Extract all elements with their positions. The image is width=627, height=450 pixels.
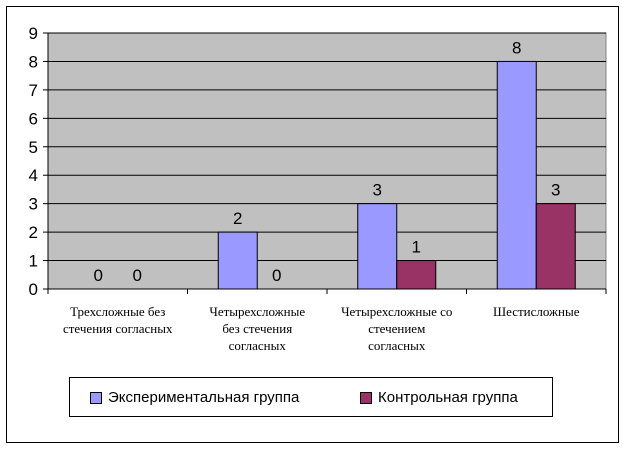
y-tick-label-4: 4	[29, 166, 38, 185]
legend-label-experimental: Экспериментальная группа	[108, 389, 300, 406]
legend-item-experimental: Экспериментальная группа	[90, 389, 299, 406]
data-label-s1-c2: 1	[412, 238, 421, 257]
y-tick-label-8: 8	[29, 52, 38, 71]
bar-s0-c3	[496, 60, 537, 290]
data-label-s0-c0: 0	[94, 266, 103, 285]
data-label-s1-c0: 0	[133, 266, 142, 285]
x-category-label-1-1: без стечения	[222, 321, 292, 336]
x-category-label-2-0: Четырехсложные со	[341, 304, 452, 319]
y-tick-label-7: 7	[29, 81, 38, 100]
bar-s1-c3	[535, 203, 576, 290]
y-tick-label-6: 6	[29, 109, 38, 128]
x-category-label-2-1: стечением	[368, 321, 425, 336]
bar-s0-c2	[357, 203, 398, 290]
x-category-label-1-0: Четырехсложные	[209, 304, 305, 319]
y-tick-label-0: 0	[29, 280, 38, 299]
x-category-label-3-0: Шестисложные	[493, 304, 580, 319]
legend-swatch-experimental	[90, 391, 102, 404]
legend-item-control: Контрольная группа	[360, 389, 518, 406]
y-tick-label-9: 9	[29, 24, 38, 43]
data-label-s0-c3: 8	[512, 38, 521, 57]
legend-swatch-control	[360, 391, 372, 404]
legend: Экспериментальная группа Контрольная гру…	[69, 377, 553, 417]
legend-label-control: Контрольная группа	[378, 389, 518, 406]
y-tick-label-1: 1	[29, 252, 38, 271]
x-category-label-2-2: согласных	[368, 338, 426, 353]
bar-s0-c1	[217, 231, 258, 290]
x-category-label-1-2: согласных	[229, 338, 287, 353]
y-tick-label-3: 3	[29, 195, 38, 214]
x-category-label-0-0: Трехсложные без	[70, 304, 165, 319]
y-tick-label-2: 2	[29, 223, 38, 242]
data-label-s0-c1: 2	[233, 209, 242, 228]
bar-s1-c2	[396, 260, 437, 290]
y-tick-label-5: 5	[29, 138, 38, 157]
data-label-s1-c1: 0	[272, 266, 281, 285]
data-label-s1-c3: 3	[551, 181, 560, 200]
data-label-s0-c2: 3	[373, 181, 382, 200]
x-category-label-0-1: стечения согласных	[63, 321, 173, 336]
